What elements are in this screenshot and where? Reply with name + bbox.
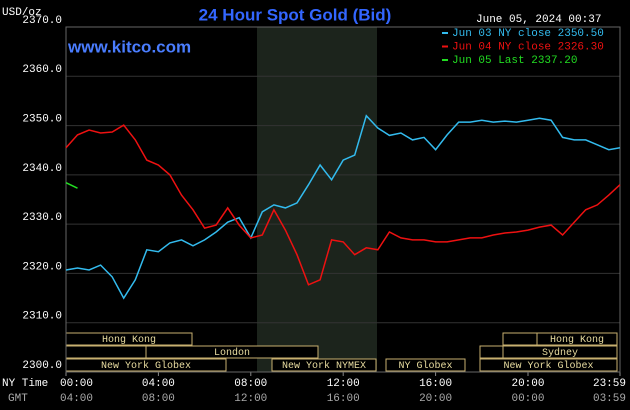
session-label: London — [214, 347, 250, 359]
session-label: New York Globex — [101, 360, 191, 372]
x-tick-label: 20:00 — [511, 378, 544, 390]
series-line — [65, 124, 621, 286]
chart-title: 24 Hour Spot Gold (Bid) — [199, 5, 392, 24]
session-label: Hong Kong — [102, 335, 156, 346]
series-line — [65, 182, 78, 189]
plot-frame — [65, 26, 621, 373]
y-tick-label: 2370.0 — [22, 15, 62, 27]
timestamp: June 05, 2024 00:37 — [476, 14, 601, 26]
session-label: Hong Kong — [550, 335, 604, 346]
x-tick-label: 04:00 — [142, 378, 175, 390]
x2-tick-label: 12:00 — [234, 393, 267, 405]
session-label: Sydney — [542, 347, 578, 359]
x-tick-label: 12:00 — [327, 378, 360, 390]
y-axis-label: USD/oz — [2, 7, 42, 19]
session-box — [479, 358, 618, 372]
x2-tick-label: 08:00 — [142, 393, 175, 405]
x2-tick-label: 00:00 — [511, 393, 544, 405]
session-label: New York NYMEX — [282, 360, 366, 372]
x-tick-label: 00:00 — [60, 378, 93, 390]
session-box — [479, 345, 504, 359]
legend-label: Jun 04 NY close 2326.30 — [452, 41, 604, 53]
session-label: NY Globex — [398, 360, 452, 372]
y-tick-label: 2360.0 — [22, 64, 62, 76]
legend-label: Jun 05 Last 2337.20 — [452, 55, 577, 67]
x-tick-label: 16:00 — [419, 378, 452, 390]
y-tick-label: 2340.0 — [22, 163, 62, 175]
x2-axis-label: GMT — [8, 393, 28, 405]
x2-tick-label: 03:59 — [593, 393, 626, 405]
session-box — [65, 345, 147, 359]
x2-tick-label: 16:00 — [327, 393, 360, 405]
y-tick-label: 2330.0 — [22, 212, 62, 224]
x2-tick-label: 04:00 — [60, 393, 93, 405]
y-tick-label: 2300.0 — [22, 360, 62, 372]
y-tick-label: 2310.0 — [22, 311, 62, 323]
x-axis-label: NY Time — [2, 378, 48, 390]
x-tick-label: 08:00 — [234, 378, 267, 390]
watermark: www.kitco.com — [67, 37, 191, 56]
x-tick-label: 23:59 — [593, 378, 626, 390]
nymex-shading — [257, 27, 377, 372]
session-box — [502, 332, 538, 346]
series-line — [65, 114, 621, 300]
y-tick-label: 2350.0 — [22, 113, 62, 125]
x2-tick-label: 20:00 — [419, 393, 452, 405]
session-label: New York Globex — [503, 360, 593, 372]
session-box — [385, 358, 466, 372]
y-tick-label: 2320.0 — [22, 261, 62, 273]
legend-label: Jun 03 NY close 2350.50 — [452, 28, 604, 40]
session-box — [271, 358, 377, 372]
